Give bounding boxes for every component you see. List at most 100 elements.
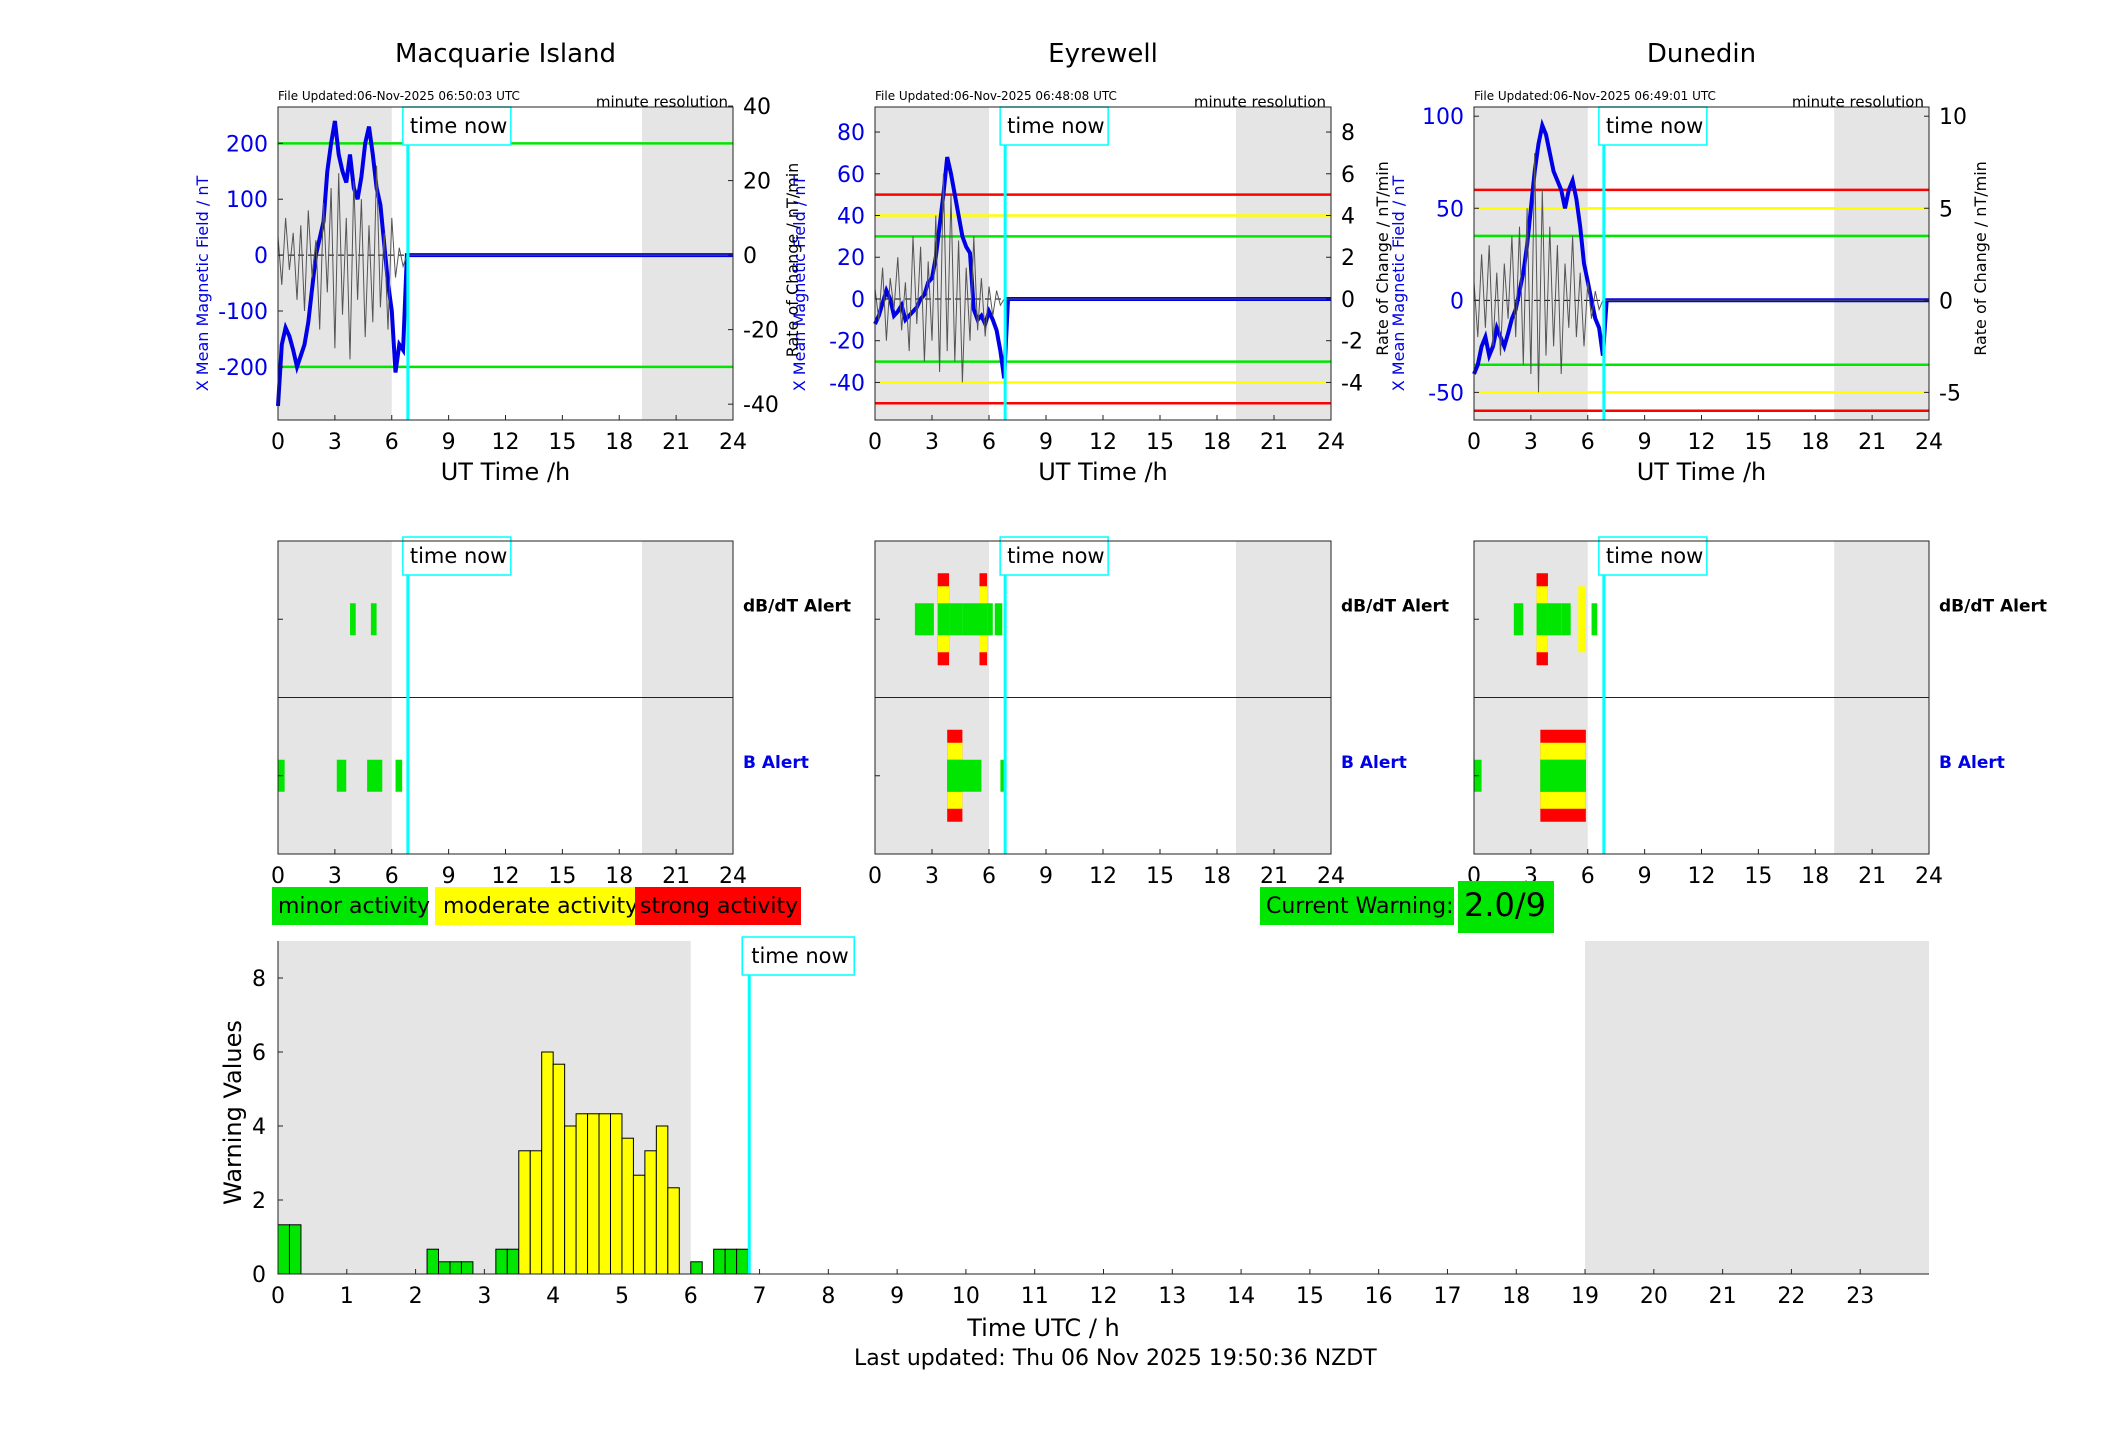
warning-bar: [587, 1113, 600, 1275]
x-tick-label: 10: [952, 1284, 980, 1309]
x-tick-label: 2: [409, 1284, 423, 1309]
warning-bar: [506, 1248, 520, 1275]
x-tick-label: 15: [548, 864, 576, 889]
x-tick-label: 15: [1744, 430, 1772, 455]
x-tick-label: 0: [868, 864, 882, 889]
x-tick-label: 24: [1915, 430, 1943, 455]
y-right-tick-label: 5: [1939, 197, 1953, 222]
x-tick-label: 24: [1915, 864, 1943, 889]
x-axis-label: UT Time /h: [1637, 458, 1767, 486]
x-tick-label: 19: [1571, 1284, 1599, 1309]
y-right-tick-label: 10: [1939, 105, 1967, 130]
x-tick-label: 24: [719, 864, 747, 889]
alert-block: [1547, 603, 1562, 636]
y-left-tick-label: -200: [218, 356, 268, 381]
warning-bar: [449, 1261, 462, 1275]
alert-block: [1536, 603, 1548, 636]
x-tick-label: 6: [1581, 864, 1595, 889]
y-left-tick-label: 0: [1450, 289, 1464, 314]
x-tick-label: 0: [868, 430, 882, 455]
warning-bar: [277, 1224, 290, 1275]
x-tick-label: 12: [1688, 430, 1716, 455]
x-tick-label: 9: [442, 430, 456, 455]
time-now-label: time now: [410, 114, 507, 138]
time-now-label: time now: [1007, 544, 1104, 568]
warning-bar: [736, 1248, 749, 1275]
x-tick-label: 15: [548, 430, 576, 455]
x-tick-label: 0: [271, 864, 285, 889]
x-tick-label: 3: [1524, 430, 1538, 455]
alert-block: [367, 759, 383, 792]
legend-strong: [635, 887, 801, 925]
y-left-tick-label: 40: [837, 205, 865, 230]
time-now-box: [1598, 106, 1708, 146]
x-tick-label: 18: [1203, 430, 1231, 455]
y-right-tick-label: 2: [1341, 246, 1355, 271]
y-left-tick-label: 50: [1436, 197, 1464, 222]
time-now-label: time now: [1606, 544, 1703, 568]
x-tick-label: 11: [1021, 1284, 1049, 1309]
alert-block: [350, 603, 356, 636]
b-alert-label: B Alert: [1939, 753, 2005, 773]
x-tick-label: 0: [1467, 430, 1481, 455]
x-tick-label: 8: [821, 1284, 835, 1309]
warning-bar: [644, 1150, 657, 1275]
x-tick-label: 18: [1801, 430, 1829, 455]
y-right-tick-label: 0: [1939, 289, 1953, 314]
x-tick-label: 3: [477, 1284, 491, 1309]
alert-block: [1591, 603, 1598, 636]
dbdt-alert-label: dB/dT Alert: [743, 596, 851, 616]
y-right-tick-label: -5: [1939, 381, 1961, 406]
legend-minor: [272, 887, 428, 925]
y-right-tick-label: 8: [1341, 121, 1355, 146]
alert-block: [336, 759, 347, 792]
x-tick-label: 18: [605, 430, 633, 455]
time-now-box: [402, 106, 512, 146]
alert-block: [979, 603, 988, 636]
y-left-tick-label: 20: [837, 246, 865, 271]
y-left-tick-label: 100: [226, 188, 268, 213]
panel-title: Macquarie Island: [395, 39, 616, 69]
y-axis-label: Warning Values: [219, 1020, 247, 1205]
time-now-box: [999, 106, 1109, 146]
x-tick-label: 21: [1858, 430, 1886, 455]
y-right-tick-label: 4: [1341, 205, 1355, 230]
daylight-shade: [1834, 107, 1929, 420]
b-alert-label: B Alert: [1341, 753, 1407, 773]
warning-bar: [621, 1137, 634, 1275]
x-tick-label: 14: [1227, 1284, 1255, 1309]
x-tick-label: 12: [1089, 864, 1117, 889]
alert-block: [370, 603, 377, 636]
x-tick-label: 4: [546, 1284, 560, 1309]
dbdt-alert-label: dB/dT Alert: [1341, 596, 1449, 616]
y-left-tick-label: 0: [254, 244, 268, 269]
x-tick-label: 24: [719, 430, 747, 455]
legend-moderate: [435, 887, 635, 925]
y-tick-label: 8: [252, 967, 266, 992]
legend-minor-label: minor activity: [278, 894, 431, 919]
x-tick-label: 6: [982, 430, 996, 455]
x-axis-label: UT Time /h: [441, 458, 571, 486]
alert-block: [947, 759, 982, 792]
y-tick-label: 4: [252, 1115, 266, 1140]
x-tick-label: 3: [925, 430, 939, 455]
daylight-shade: [1585, 941, 1929, 1274]
x-tick-label: 3: [328, 430, 342, 455]
last-updated: Last updated: Thu 06 Nov 2025 19:50:36 N…: [854, 1346, 1377, 1371]
alert-block: [1561, 603, 1571, 636]
x-axis-label: UT Time /h: [1038, 458, 1168, 486]
warning-bar: [426, 1248, 440, 1275]
time-now-box: [1598, 536, 1708, 576]
alert-block: [937, 603, 950, 636]
alert-block: [987, 603, 993, 636]
y-left-tick-label: 60: [837, 163, 865, 188]
field-series-line: [276, 120, 733, 407]
panel-title: Eyrewell: [1048, 39, 1158, 69]
y-right-tick-label: 40: [743, 95, 771, 120]
y-right-axis-label: Rate of Change / nT/min: [1373, 161, 1392, 356]
x-tick-label: 18: [1502, 1284, 1530, 1309]
x-tick-label: 9: [442, 864, 456, 889]
x-tick-label: 21: [1260, 430, 1288, 455]
y-right-tick-label: 6: [1341, 163, 1355, 188]
